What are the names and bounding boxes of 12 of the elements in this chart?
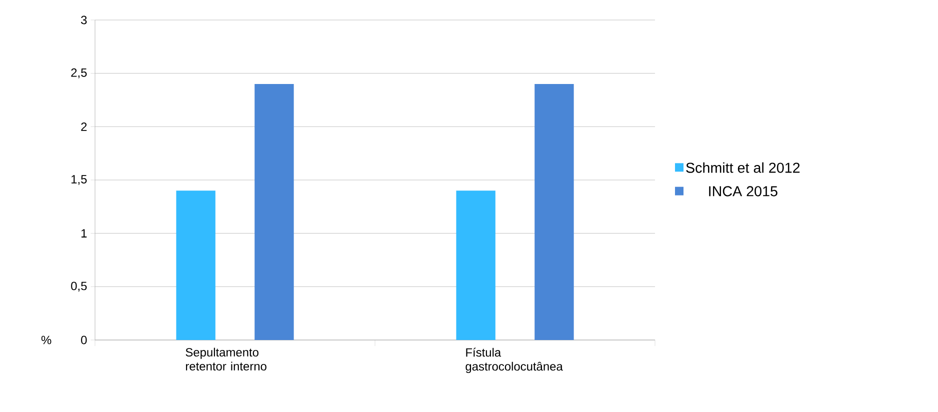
y-tick-label: 1,5 <box>72 175 87 185</box>
y-tick-label: 3 <box>81 16 87 24</box>
y-tick-label: 2,5 <box>71 68 87 78</box>
legend-label: INCA 2015 <box>709 186 778 196</box>
y-tick-label: 1 <box>81 229 87 238</box>
y-axis-title: % <box>41 336 52 344</box>
x-tick-label: Fístula gastrocolocutânea <box>466 348 563 374</box>
y-tick-label: 0,5 <box>71 282 87 292</box>
y-tick-label: 2 <box>81 122 87 131</box>
x-tick-label: Sepultamento retentor interno <box>186 348 266 370</box>
y-tick-label: 0 <box>81 336 87 344</box>
legend-label: Schmitt et al 2012 <box>686 162 800 173</box>
